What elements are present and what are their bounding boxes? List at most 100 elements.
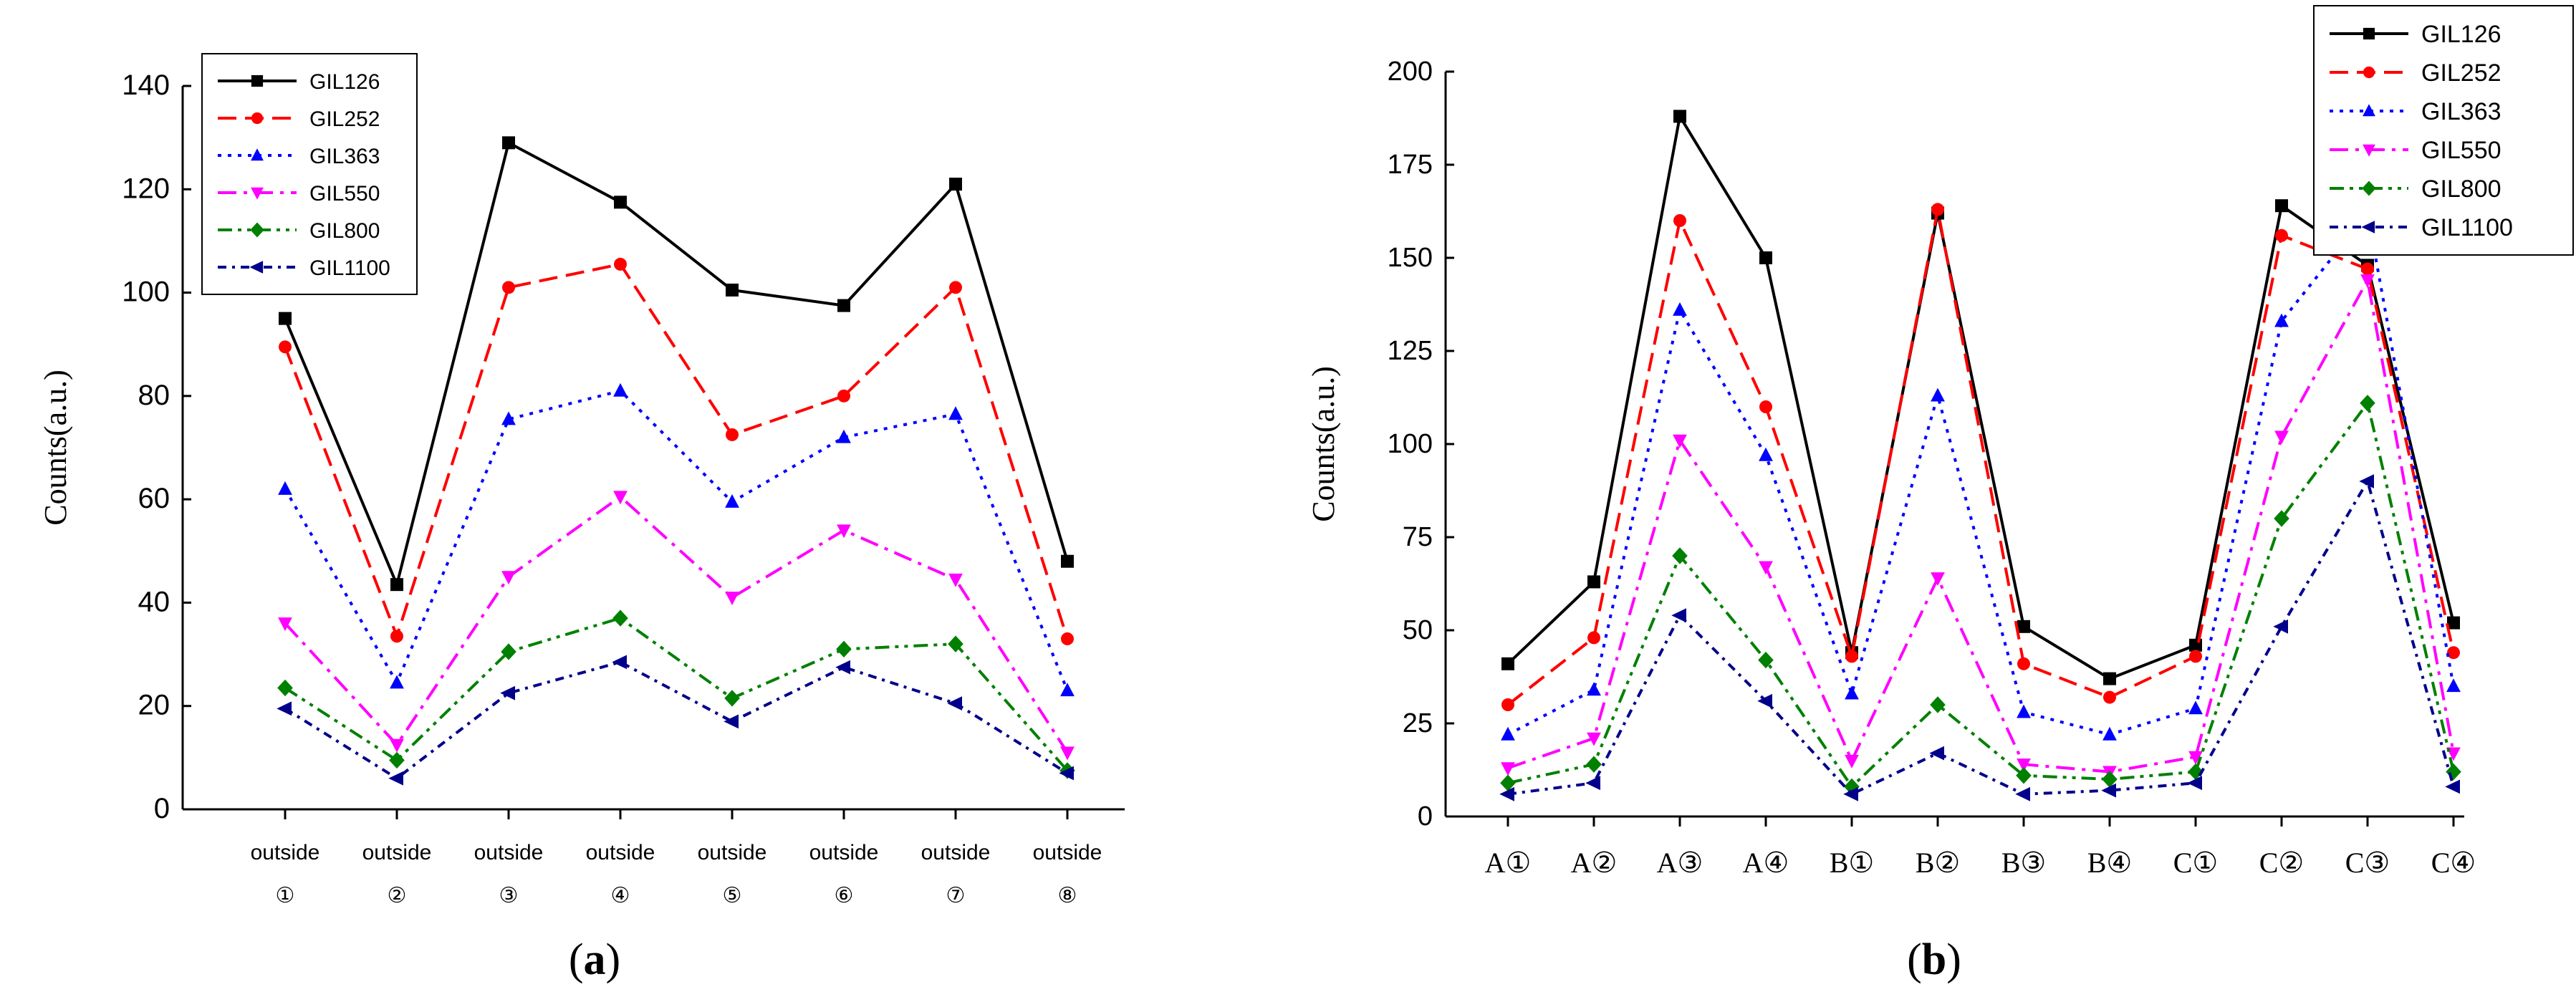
data-point (1673, 302, 1687, 316)
panel-label-letter: b (1922, 935, 1946, 984)
data-point (2360, 274, 2375, 288)
data-point (725, 592, 739, 606)
data-point (390, 738, 404, 753)
data-point (1501, 726, 1515, 741)
legend-swatch-marker (251, 148, 264, 161)
data-point (949, 281, 962, 294)
data-point (502, 281, 515, 294)
legend-entry: GIL800 (2330, 175, 2501, 203)
data-point (612, 610, 628, 627)
data-point (2446, 678, 2461, 693)
legend-entry: GIL126 (2330, 21, 2501, 48)
legend-box (201, 53, 418, 295)
legend-label: GIL800 (2421, 175, 2501, 203)
data-point (1759, 400, 1772, 413)
data-point (1587, 682, 1601, 696)
panel-label-open: ( (1907, 935, 1922, 984)
legend-entry: GIL252 (2330, 59, 2501, 87)
data-point (2360, 395, 2375, 412)
data-point (1931, 572, 1945, 586)
data-point (1499, 786, 1514, 801)
panel-label-close: ) (606, 935, 621, 984)
x-tick-label-index: ④ (611, 884, 630, 907)
data-point (390, 675, 404, 689)
data-point (1673, 214, 1686, 227)
data-point (1845, 754, 1859, 768)
legend-box (2313, 5, 2574, 256)
y-tick-label: 75 (1403, 522, 1433, 552)
data-point (279, 340, 292, 354)
x-tick-label: outside (698, 841, 767, 864)
series-gil550 (1501, 274, 2461, 780)
series-line (1507, 480, 2455, 796)
x-tick-label: C② (2259, 847, 2305, 879)
data-point (1843, 786, 1858, 801)
data-point (2103, 672, 2116, 685)
series-line (284, 617, 1069, 772)
x-tick-label: C③ (2345, 847, 2390, 879)
data-point (388, 771, 403, 786)
data-point (1759, 561, 1773, 575)
x-tick-label: A① (1485, 847, 1532, 879)
data-point (2102, 771, 2118, 788)
data-point (2187, 776, 2202, 791)
data-point (724, 690, 740, 707)
legend-entry: GIL252 (218, 107, 380, 131)
data-point (278, 481, 292, 495)
data-point (614, 257, 627, 271)
legend-entry: GIL126 (218, 70, 380, 94)
y-tick-label: 140 (122, 69, 170, 101)
y-tick-label: 120 (122, 173, 170, 204)
series-gil1100 (1499, 474, 2460, 801)
data-point (1587, 575, 1600, 589)
data-point (2101, 783, 2116, 798)
x-tick-label: outside (809, 841, 879, 864)
y-tick-label: 200 (1388, 57, 1433, 87)
data-point (1931, 387, 1945, 402)
data-point (277, 679, 293, 697)
series-gil363 (278, 382, 1075, 697)
legend-label: GIL252 (309, 107, 380, 131)
data-point (279, 312, 292, 325)
series-gil800 (277, 610, 1075, 779)
legend-entry: GIL800 (218, 219, 380, 243)
legend-label: GIL550 (2421, 137, 2501, 164)
series-gil126 (279, 136, 1074, 592)
legend-entry: GIL363 (218, 145, 380, 168)
data-point (2188, 700, 2203, 715)
data-point (1587, 732, 1601, 746)
data-point (1061, 554, 1074, 568)
legend-label: GIL363 (309, 145, 380, 168)
data-point (2274, 430, 2289, 445)
data-point (501, 411, 516, 425)
data-point (1757, 693, 1772, 708)
data-point (1060, 683, 1075, 697)
x-tick-label: outside (1033, 841, 1102, 864)
panel-label: (a) (569, 935, 620, 984)
data-point (2017, 657, 2030, 670)
y-axis-label: Counts(a.u.) (38, 370, 73, 526)
y-tick-label: 175 (1388, 150, 1433, 180)
data-point (502, 136, 515, 150)
series-gil1100 (277, 655, 1074, 786)
x-tick-label-index: ⑤ (723, 884, 742, 907)
data-point (2275, 228, 2288, 242)
legend-swatch-marker (2363, 104, 2375, 117)
data-point (2445, 779, 2460, 794)
data-point (837, 524, 851, 539)
series-line (1507, 211, 2455, 736)
data-point (501, 571, 516, 585)
panel-label-close: ) (1946, 935, 1961, 984)
data-point (949, 178, 962, 191)
data-point (1673, 110, 1686, 123)
data-point (1759, 251, 1772, 264)
data-point (725, 493, 739, 508)
legend-swatch-marker (2363, 27, 2375, 40)
data-point (1673, 434, 1687, 448)
data-point (2016, 767, 2032, 784)
series-gil252 (1501, 203, 2460, 711)
y-tick-label: 100 (1388, 429, 1433, 459)
y-tick-label: 0 (1418, 801, 1433, 832)
x-tick-label-index: ⑦ (946, 884, 966, 907)
x-tick-label-index: ② (388, 884, 407, 907)
